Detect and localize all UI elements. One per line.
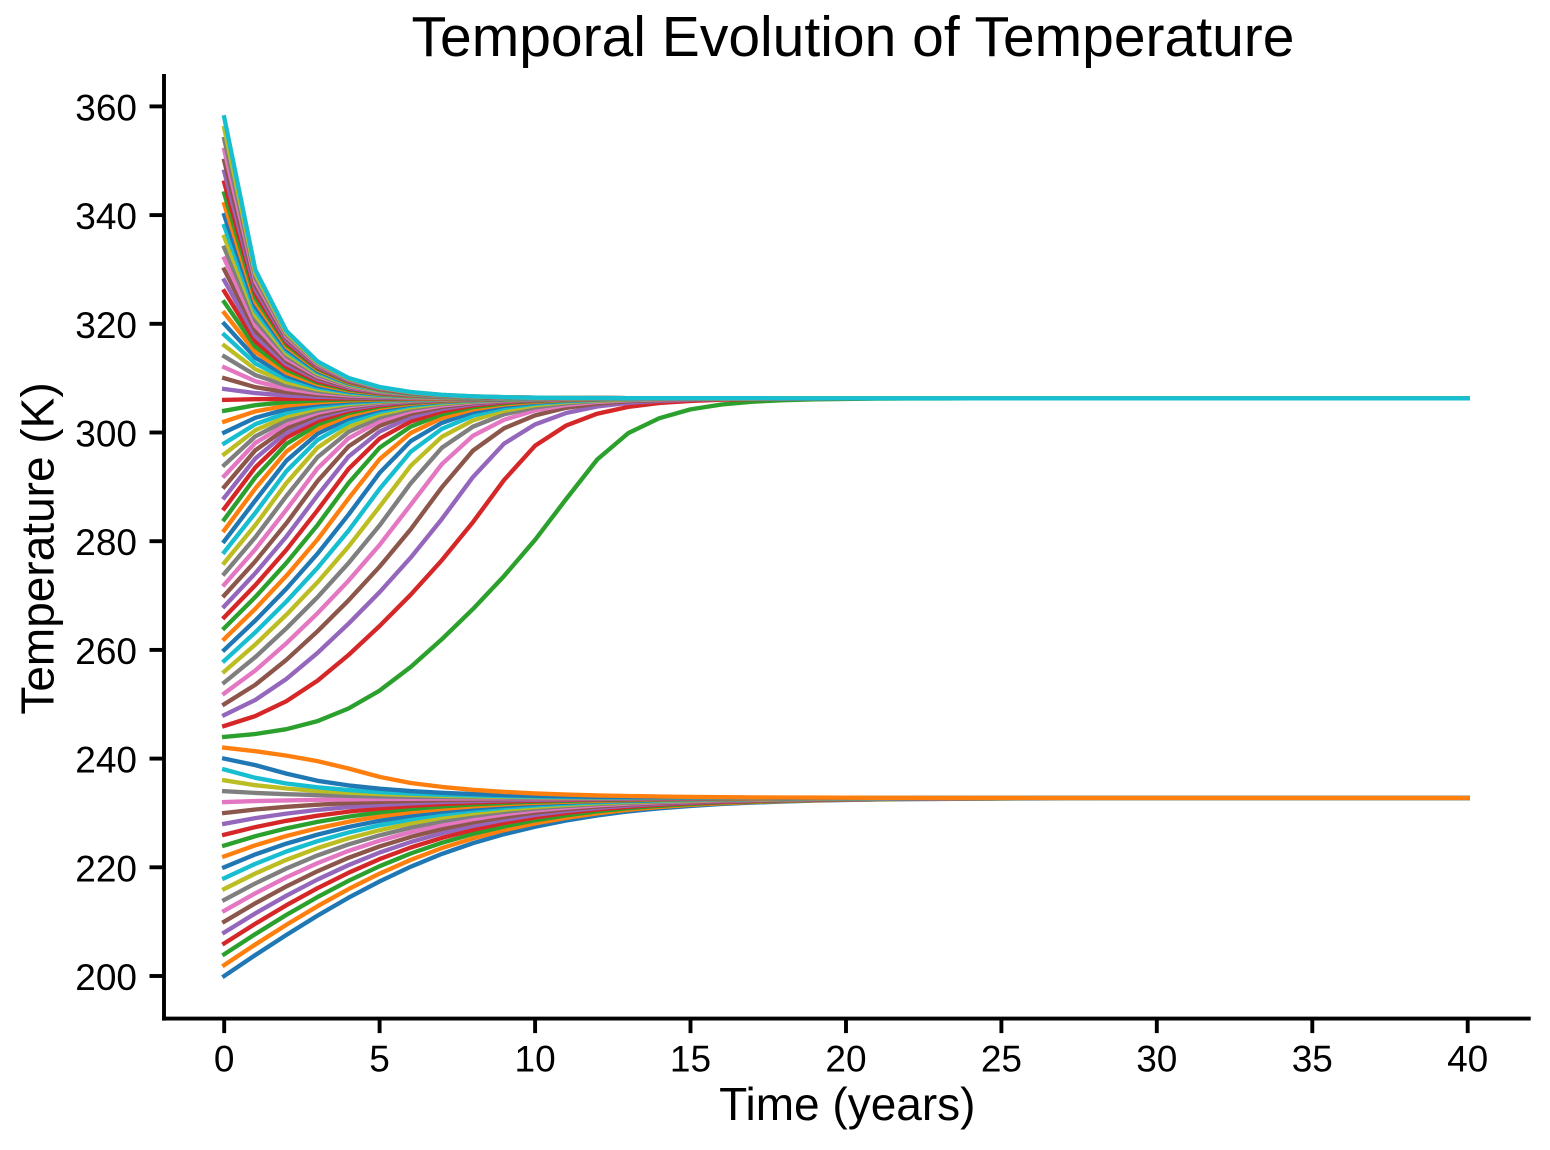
svg-text:360: 360 (75, 87, 137, 128)
svg-text:200: 200 (75, 957, 137, 998)
svg-text:340: 340 (75, 196, 137, 237)
svg-text:10: 10 (515, 1039, 556, 1080)
svg-text:260: 260 (75, 631, 137, 672)
svg-text:25: 25 (981, 1039, 1022, 1080)
svg-text:30: 30 (1136, 1039, 1177, 1080)
svg-text:0: 0 (214, 1039, 235, 1080)
svg-text:20: 20 (825, 1039, 866, 1080)
svg-text:Temporal Evolution of Temperat: Temporal Evolution of Temperature (412, 5, 1295, 69)
svg-text:300: 300 (75, 414, 137, 455)
svg-text:40: 40 (1447, 1039, 1488, 1080)
svg-text:220: 220 (75, 848, 137, 889)
svg-text:280: 280 (75, 522, 137, 563)
svg-text:35: 35 (1292, 1039, 1333, 1080)
svg-text:320: 320 (75, 305, 137, 346)
svg-text:Time (years): Time (years) (719, 1078, 975, 1130)
svg-text:Temperature (K): Temperature (K) (12, 382, 64, 714)
svg-text:15: 15 (670, 1039, 711, 1080)
svg-text:240: 240 (75, 740, 137, 781)
svg-text:5: 5 (369, 1039, 390, 1080)
